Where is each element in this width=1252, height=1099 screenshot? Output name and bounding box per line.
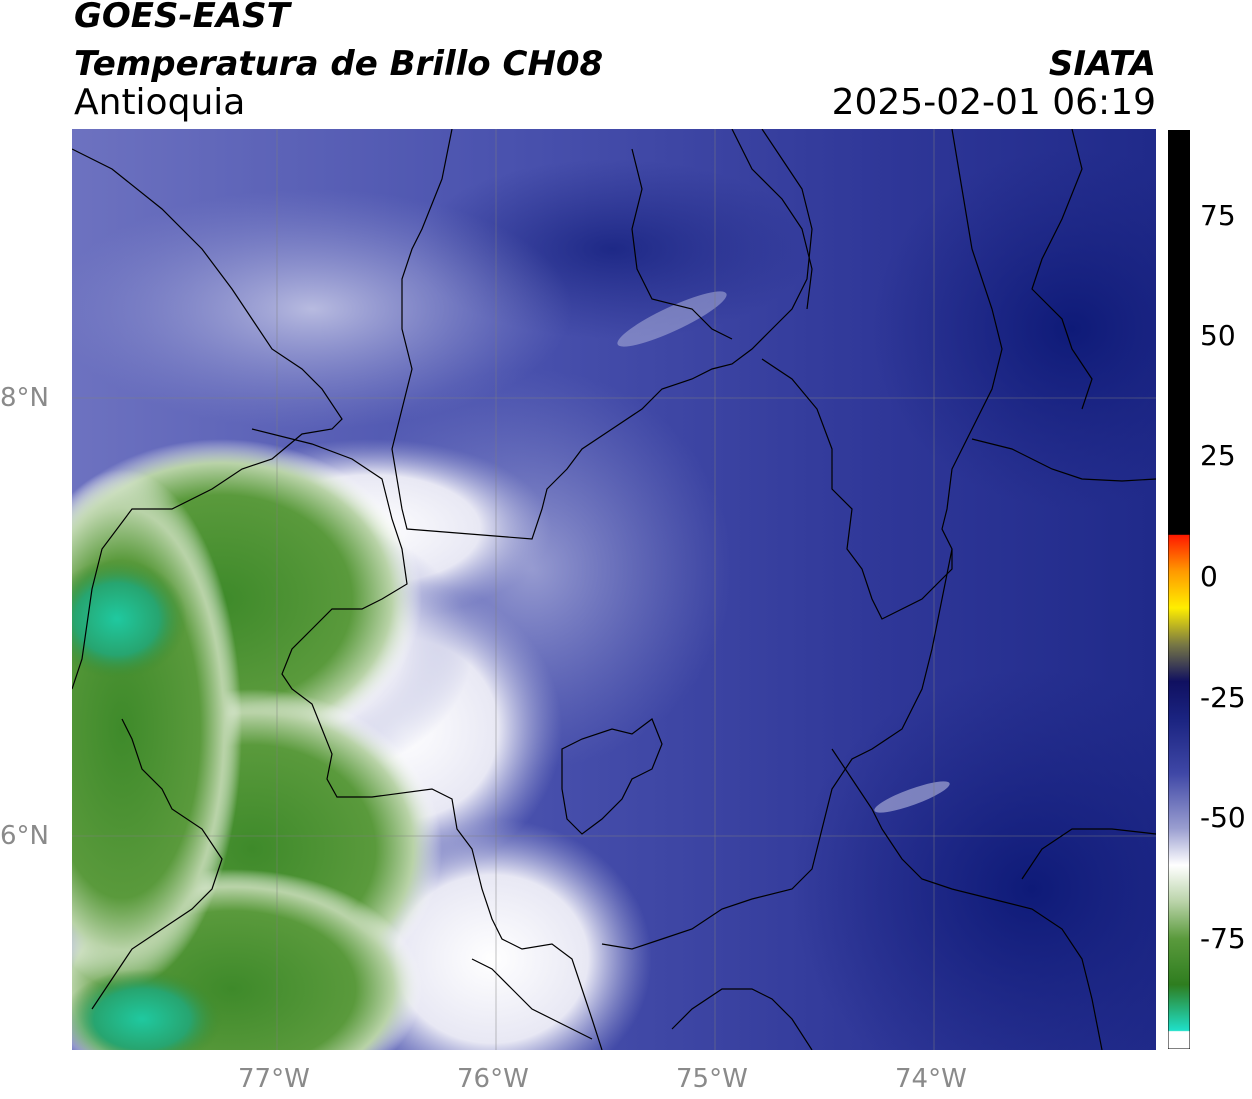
product-title: Temperatura de Brillo CH08 xyxy=(74,44,604,84)
timestamp-label: 2025-02-01 06:19 xyxy=(831,82,1156,123)
satellite-title: GOES-EAST xyxy=(74,0,290,36)
colorbar-tick-50: 50 xyxy=(1200,319,1236,352)
temperature-colorbar xyxy=(1168,130,1190,1049)
lat-label-6N: 6°N xyxy=(0,821,49,851)
colorbar-tick-neg75: -75 xyxy=(1200,922,1246,955)
lat-label-8N: 8°N xyxy=(0,383,49,413)
region-label: Antioquia xyxy=(74,82,246,123)
colorbar-tick-neg25: -25 xyxy=(1200,681,1246,714)
colorbar-tick-75: 75 xyxy=(1200,199,1236,232)
colorbar-tick-neg50: -50 xyxy=(1200,801,1246,834)
colorbar-tick-0: 0 xyxy=(1200,560,1218,593)
colorbar-tick-25: 25 xyxy=(1200,439,1236,472)
lon-label-76W: 76°W xyxy=(457,1064,529,1094)
lon-label-75W: 75°W xyxy=(676,1064,748,1094)
organization-label: SIATA xyxy=(1048,44,1156,84)
brightness-temperature-map xyxy=(72,129,1156,1050)
lon-label-77W: 77°W xyxy=(238,1064,310,1094)
lon-label-74W: 74°W xyxy=(895,1064,967,1094)
